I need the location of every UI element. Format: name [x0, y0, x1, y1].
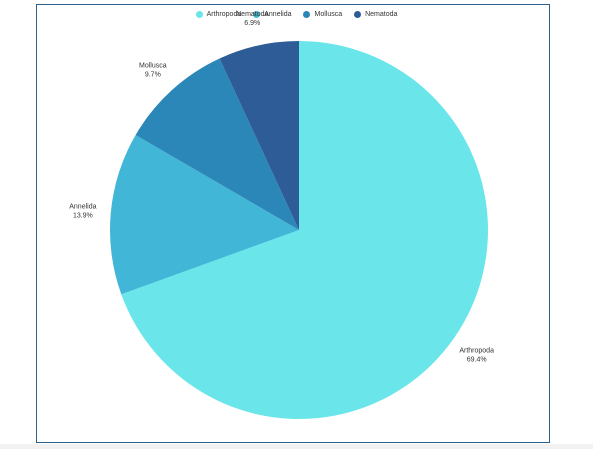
legend-swatch-mollusca	[303, 10, 311, 18]
legend-item-arthropoda[interactable]: Arthropoda	[195, 8, 242, 20]
bottom-strip	[0, 444, 593, 449]
pie-slices	[110, 41, 489, 419]
pie-labels: Arthropoda 69.4% Annelida 13.9% Mollusca 9.7%…	[69, 11, 494, 364]
pie-slice-annelida[interactable]	[110, 134, 299, 295]
slice-name-label-arthropoda: Arthropoda	[459, 348, 494, 355]
slice-name-label-nematoda: Nematoda	[236, 11, 268, 18]
legend-label-mollusca: Mollusca	[314, 10, 343, 18]
legend-item-annelida[interactable]: Annelida	[253, 8, 291, 20]
legend-swatch-annelida	[253, 10, 261, 18]
chart-legend: Arthropoda Annelida Mollusca Nematoda	[0, 8, 593, 20]
slice-percent-label-mollusca: 9.7%	[145, 72, 161, 79]
slice-name-label-annelida: Annelida	[69, 204, 96, 211]
pie-slice-mollusca[interactable]	[135, 58, 299, 231]
slice-name-label-mollusca: Mollusca	[139, 63, 167, 70]
legend-swatch-nematoda	[354, 10, 362, 18]
legend-swatch-arthropoda	[195, 10, 203, 18]
slice-percent-label-arthropoda: 69.4%	[467, 357, 487, 364]
legend-label-nematoda: Nematoda	[365, 10, 398, 18]
pie-slice-nematoda[interactable]	[219, 41, 299, 230]
legend-item-nematoda[interactable]: Nematoda	[354, 8, 397, 20]
slice-percent-label-nematoda: 6.9%	[244, 20, 260, 27]
legend-label-annelida: Annelida	[264, 10, 292, 18]
legend-item-mollusca[interactable]: Mollusca	[303, 8, 342, 20]
legend-label-arthropoda: Arthropoda	[206, 10, 242, 18]
pie-slice-arthropoda[interactable]	[121, 41, 489, 419]
slice-percent-label-annelida: 13.9%	[73, 213, 93, 220]
